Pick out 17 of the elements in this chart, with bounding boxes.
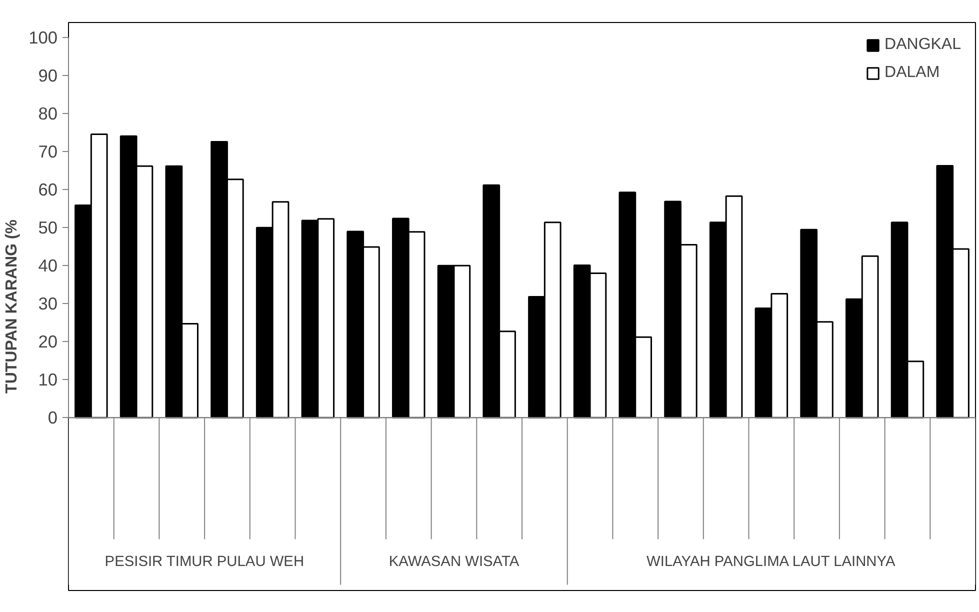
legend-label: DANGKAL (884, 36, 961, 54)
text: PESISIR TIMUR PULAU WEH (104, 554, 304, 570)
y-tick-label: 60 (38, 180, 58, 200)
y-tick-label: 30 (38, 294, 58, 314)
y-tick-label: 90 (38, 66, 58, 86)
y-tick-label: 20 (38, 332, 58, 352)
y-tick-label: 40 (38, 256, 58, 276)
y-tick-label: 10 (38, 370, 58, 390)
y-tick-label: 100 (28, 28, 58, 48)
legend-label: DALAM (884, 64, 940, 82)
y-axis-title: TUTUPAN KARANG (% (4, 220, 21, 394)
y-tick-label: 50 (38, 218, 58, 238)
y-tick-label: 0 (48, 408, 58, 428)
text: KAWASAN WISATA (388, 554, 520, 570)
y-tick-label: 80 (38, 104, 58, 124)
y-tick-label: 70 (38, 142, 58, 162)
text: WILAYAH PANGLIMA LAUT LAINNYA (646, 554, 896, 570)
